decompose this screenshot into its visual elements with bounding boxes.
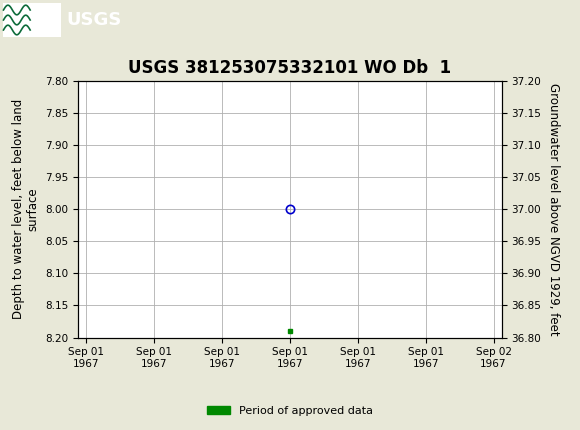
Title: USGS 381253075332101 WO Db  1: USGS 381253075332101 WO Db 1 — [128, 58, 452, 77]
Legend: Period of approved data: Period of approved data — [203, 401, 377, 420]
Y-axis label: Depth to water level, feet below land
surface: Depth to water level, feet below land su… — [12, 99, 40, 319]
Y-axis label: Groundwater level above NGVD 1929, feet: Groundwater level above NGVD 1929, feet — [547, 83, 560, 335]
Text: USGS: USGS — [67, 11, 122, 29]
FancyBboxPatch shape — [3, 3, 61, 37]
